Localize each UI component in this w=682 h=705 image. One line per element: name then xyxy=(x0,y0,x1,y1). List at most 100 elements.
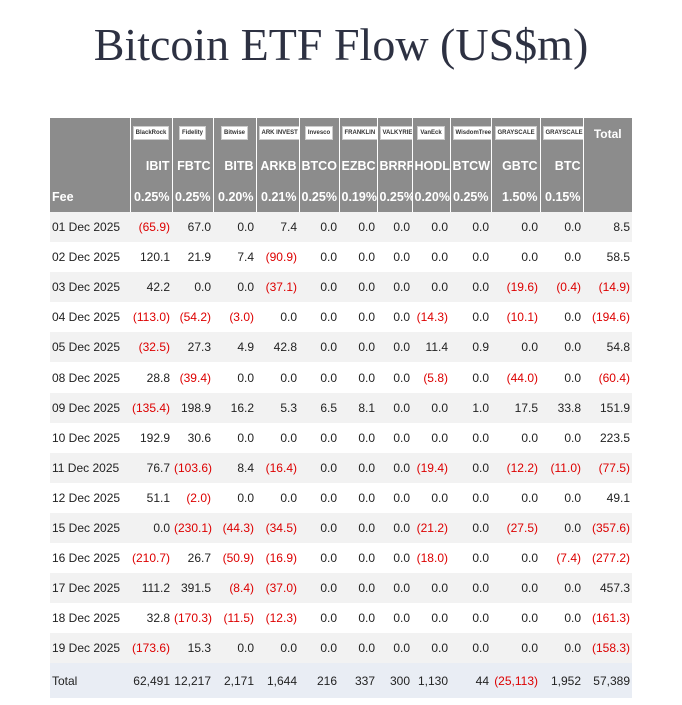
cell: 0.0 xyxy=(339,272,377,303)
cell: 0.0 xyxy=(280,370,297,385)
fee: 0.25% xyxy=(376,181,412,212)
table-row: Fee 0.25% 0.25% 0.20% 0.21% 0.25% 0.19% 0.25% 0.… xyxy=(50,181,632,212)
cell: (18.0) xyxy=(416,551,448,566)
cell: 0.0 xyxy=(358,551,375,566)
row-label: 04 Dec 2025 xyxy=(52,310,121,325)
logo-cell: ARK INVEST xyxy=(255,118,299,150)
cell: (11.0) xyxy=(540,452,583,483)
fund-logo: BlackRock xyxy=(132,125,170,140)
ticker: BITB xyxy=(212,150,256,181)
table-row: 01 Dec 2025 (65.9) 67.0 0.0 7.4 0.0 0.0 0.0 0.0 0… xyxy=(50,212,632,243)
page-title: Bitcoin ETF Flow (US$m) xyxy=(93,19,589,70)
cell: 0.0 xyxy=(540,512,583,544)
fund-logo: FRANKLIN TEMPLETON xyxy=(341,125,377,140)
cell: 33.8 xyxy=(540,392,583,423)
cell: 0.0 xyxy=(564,250,581,265)
empty-cell xyxy=(582,150,632,181)
fee: 0.21% xyxy=(255,181,299,212)
fee: 1.50% xyxy=(490,181,540,212)
cell: (21.2) xyxy=(412,512,450,544)
cell: 391.5 xyxy=(172,573,213,604)
cell: 0.0 xyxy=(540,633,583,664)
cell: (194.6) xyxy=(591,310,630,325)
cell: 17.5 xyxy=(491,392,540,423)
cell: (2.0) xyxy=(186,490,211,505)
cell: (50.9) xyxy=(222,551,254,566)
cell: 0.0 xyxy=(358,310,375,325)
cell: 76.7 xyxy=(130,452,172,483)
cell: 0.0 xyxy=(320,551,337,566)
logo-cell: Bitwise xyxy=(212,118,256,150)
cell: 0.0 xyxy=(377,392,412,423)
cell: 0.0 xyxy=(472,310,489,325)
cell: (0.4) xyxy=(540,272,583,303)
cell: 0.0 xyxy=(564,611,581,626)
cell: 1,952 xyxy=(540,663,583,699)
cell: 0.0 xyxy=(450,212,491,243)
cell: 0.0 xyxy=(491,332,540,363)
cell: (12.3) xyxy=(265,611,297,626)
table-row: 04 Dec 2025 (113.0) (54.2) (3.0) 0.0 0.0 0.0 0.… xyxy=(50,302,632,332)
cell: (14.3) xyxy=(416,310,448,325)
cell: (37.0) xyxy=(256,573,299,604)
cell: 0.0 xyxy=(521,551,538,566)
table-row: BlackRock Fidelity Bitwise ARK INVEST Invesc… xyxy=(50,118,632,150)
cell: (230.1) xyxy=(172,512,213,544)
cell: 0.0 xyxy=(237,370,254,385)
cell: 151.9 xyxy=(583,392,632,423)
cell: (34.5) xyxy=(256,512,299,544)
cell: (19.6) xyxy=(491,272,540,303)
cell: (44.3) xyxy=(213,512,256,544)
empty-cell xyxy=(582,181,632,212)
cell: 0.0 xyxy=(393,310,410,325)
cell: 0.0 xyxy=(339,512,377,544)
cell: 0.0 xyxy=(237,490,254,505)
cell: 0.0 xyxy=(358,250,375,265)
cell: 0.0 xyxy=(358,430,375,445)
cell: 0.0 xyxy=(450,573,491,604)
ticker: HODL xyxy=(411,150,450,181)
cell: 0.0 xyxy=(393,611,410,626)
fee: 0.20% xyxy=(411,181,450,212)
cell: 0.0 xyxy=(540,573,583,604)
cell: 30.6 xyxy=(187,430,211,445)
cell: 0.0 xyxy=(377,452,412,483)
cell: 15.3 xyxy=(172,633,213,664)
cell: 0.0 xyxy=(299,512,339,544)
row-label: Fee xyxy=(50,181,130,212)
cell: 0.0 xyxy=(540,332,583,363)
cell: 8.1 xyxy=(339,392,377,423)
cell: 0.0 xyxy=(564,310,581,325)
fund-logo: WisdomTree xyxy=(452,125,491,140)
table-row: 11 Dec 2025 76.7 (103.6) 8.4 (16.4) 0.0 0.0 0.0… xyxy=(50,452,632,483)
cell: 8.4 xyxy=(213,452,256,483)
cell: 0.0 xyxy=(377,573,412,604)
cell: 0.0 xyxy=(412,633,450,664)
cell: 0.0 xyxy=(450,633,491,664)
cell: 0.0 xyxy=(339,573,377,604)
cell: 67.0 xyxy=(172,212,213,243)
table-row: 12 Dec 2025 51.1 (2.0) 0.0 0.0 0.0 0.0 0.0 0.0 0.… xyxy=(50,483,632,513)
cell: 4.9 xyxy=(213,332,256,363)
fee: 0.20% xyxy=(212,181,256,212)
cell: 0.0 xyxy=(339,633,377,664)
cell: 0.9 xyxy=(450,332,491,363)
table-row: 19 Dec 2025 (173.6) 15.3 0.0 0.0 0.0 0.0 0.0 0.0… xyxy=(50,633,632,664)
cell: (8.4) xyxy=(213,573,256,604)
cell: 0.0 xyxy=(521,490,538,505)
ticker: EZBC xyxy=(338,150,377,181)
cell: 457.3 xyxy=(583,573,632,604)
cell: 0.0 xyxy=(130,512,172,544)
cell: 7.4 xyxy=(237,250,254,265)
cell: 0.0 xyxy=(472,430,489,445)
cell: 6.5 xyxy=(299,392,339,423)
cell: 120.1 xyxy=(139,250,170,265)
ticker: GBTC xyxy=(490,150,540,181)
cell: 7.4 xyxy=(256,212,299,243)
fund-logo: ARK INVEST xyxy=(258,125,299,140)
cell: 0.0 xyxy=(320,430,337,445)
cell: 54.8 xyxy=(583,332,632,363)
cell: 0.0 xyxy=(299,573,339,604)
cell: 1.0 xyxy=(450,392,491,423)
cell: 0.0 xyxy=(412,392,450,423)
